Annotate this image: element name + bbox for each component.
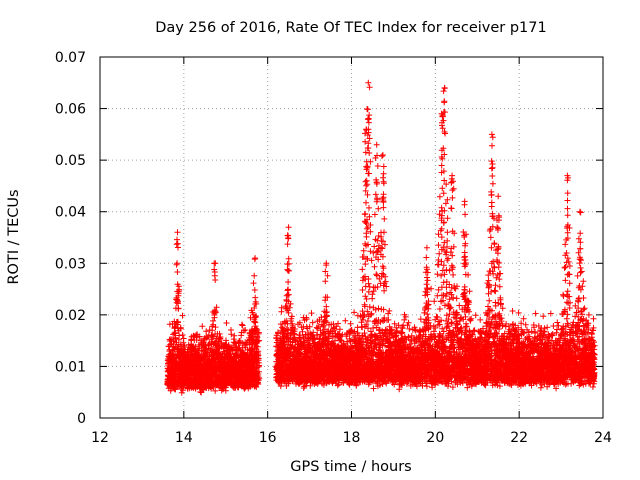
data-point	[239, 322, 246, 329]
data-point	[566, 263, 573, 269]
data-point	[532, 310, 539, 317]
data-point	[466, 288, 473, 295]
x-axis-label: GPS time / hours	[290, 459, 411, 475]
data-point	[308, 310, 315, 317]
data-point	[238, 332, 245, 339]
data-point	[509, 308, 516, 314]
data-point	[488, 203, 495, 210]
data-point	[366, 150, 373, 156]
chart-title: Day 256 of 2016, Rate Of TEC Index for r…	[155, 20, 546, 36]
data-point	[381, 215, 388, 222]
data-point	[438, 234, 445, 241]
data-point	[238, 321, 245, 328]
data-point	[547, 310, 554, 317]
data-point	[436, 193, 443, 200]
data-point	[496, 283, 503, 290]
data-point	[196, 333, 203, 340]
data-point	[449, 252, 456, 259]
data-point	[373, 271, 380, 278]
data-point	[562, 277, 569, 284]
data-point	[367, 248, 374, 255]
data-points	[164, 79, 598, 396]
data-point	[537, 384, 544, 391]
data-point	[212, 387, 219, 394]
data-point	[491, 287, 498, 294]
data-point	[199, 323, 206, 330]
data-point	[181, 342, 188, 349]
data-point	[554, 319, 561, 326]
data-point	[252, 294, 259, 301]
data-point	[580, 295, 587, 301]
data-point	[434, 271, 441, 278]
data-point	[566, 280, 573, 287]
data-point	[203, 328, 210, 335]
data-point	[493, 274, 500, 281]
data-point	[359, 287, 366, 293]
data-point	[347, 320, 354, 327]
data-point	[354, 324, 361, 331]
data-point	[309, 319, 316, 326]
data-point	[179, 312, 186, 319]
data-point	[166, 321, 173, 328]
data-point	[363, 296, 370, 302]
data-point	[252, 319, 259, 326]
y-axis-label: ROTI / TECUs	[6, 189, 22, 284]
data-point	[180, 335, 187, 342]
data-point	[375, 205, 382, 212]
data-point	[231, 332, 238, 339]
data-point	[492, 288, 499, 295]
data-point	[359, 266, 366, 273]
data-point	[223, 320, 230, 326]
